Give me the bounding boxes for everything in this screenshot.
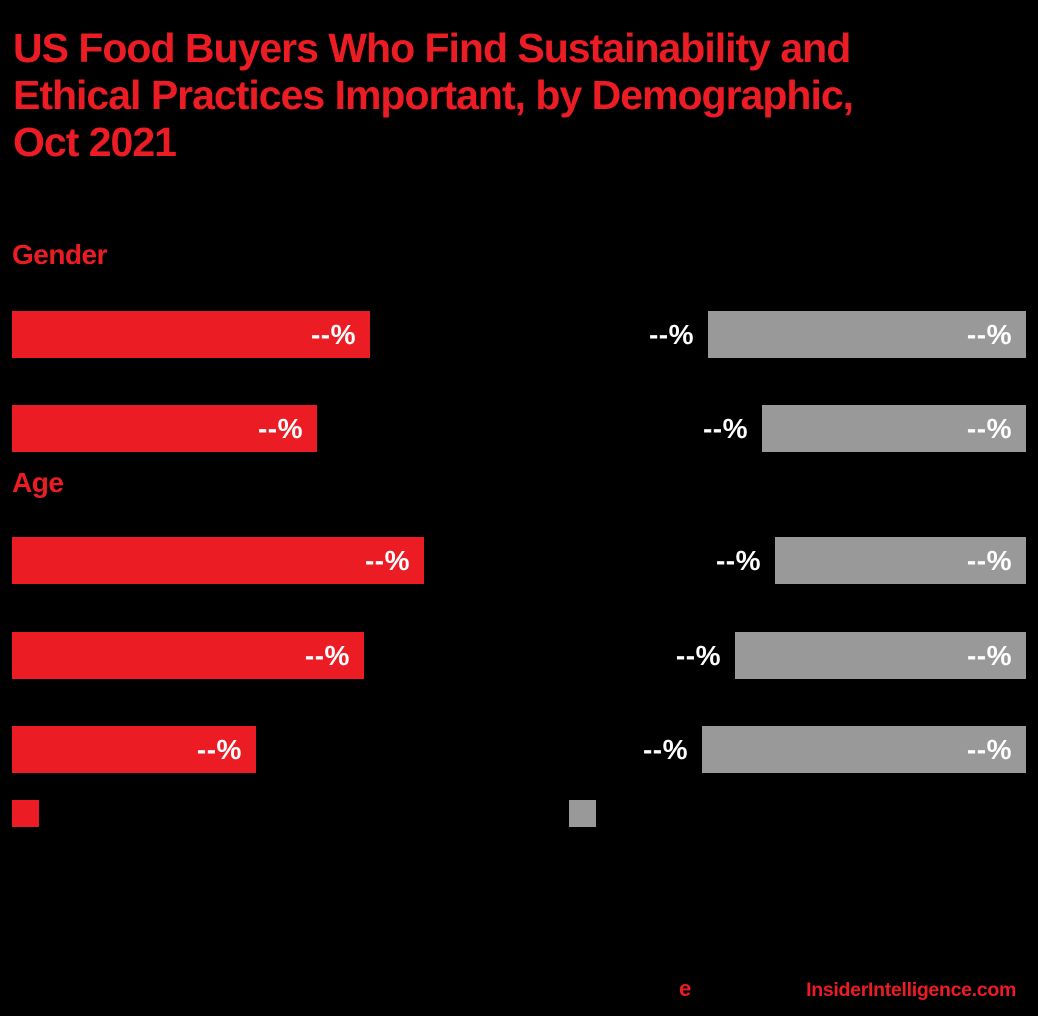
bar-row: --% --% --% (12, 726, 1026, 773)
bar-segment-gray: --% (762, 405, 1026, 452)
bar-value-label: --% (702, 412, 749, 444)
bar-value-label: --% (642, 733, 688, 765)
chart-title-line: Ethical Practices Important, by Demograp… (13, 72, 854, 118)
bar-row: --% --% --% (12, 632, 1026, 679)
bar-value-label: --% (966, 639, 1012, 671)
bar-value-label: --% (966, 412, 1012, 444)
group-label-gender: Gender (12, 239, 108, 270)
bar-segment-black: --% (370, 311, 708, 358)
bar-segment-black: --% (317, 405, 763, 452)
bar-value-label: --% (364, 544, 410, 576)
bar-value-label: --% (196, 733, 242, 765)
bar-segment-red: --% (12, 726, 256, 773)
bar-value-label: --% (715, 544, 762, 576)
bar-segment-black: --% (423, 537, 776, 584)
bar-value-label: --% (257, 412, 303, 444)
insider-intelligence-link: InsiderIntelligence.com (806, 979, 1016, 1001)
bar-segment-gray: --% (707, 311, 1026, 358)
group-label-age: Age (12, 467, 64, 498)
bar-value-label: --% (310, 318, 357, 350)
bar-segment-red: --% (12, 537, 424, 584)
bar-value-label: --% (966, 544, 1012, 576)
bar-segment-gray: --% (734, 632, 1026, 679)
chart-title: US Food Buyers Who Find Sustainability a… (13, 25, 854, 166)
bar-value-label: --% (675, 639, 721, 671)
bar-value-label: --% (966, 318, 1012, 350)
legend-swatch (12, 800, 39, 827)
chart-title-line: Oct 2021 (13, 119, 177, 165)
bar-value-label: --% (648, 318, 694, 350)
bar-segment-red: --% (12, 405, 317, 452)
bar-value-label: --% (304, 639, 350, 671)
bar-value-label: --% (966, 733, 1012, 765)
bar-segment-red: --% (12, 632, 364, 679)
bar-row: --% --% --% (12, 537, 1026, 584)
bar-row: --% --% --% (12, 405, 1026, 452)
bar-segment-gray: --% (702, 726, 1026, 773)
bar-segment-black: --% (255, 726, 702, 773)
bar-row: --% --% --% (12, 311, 1026, 358)
bar-segment-black: --% (363, 632, 735, 679)
legend-swatch (569, 800, 596, 827)
emarketer-e-logo: e (679, 976, 692, 1001)
chart-title-line: US Food Buyers Who Find Sustainability a… (13, 25, 851, 71)
bar-segment-gray: --% (775, 537, 1026, 584)
bar-segment-red: --% (12, 311, 371, 358)
